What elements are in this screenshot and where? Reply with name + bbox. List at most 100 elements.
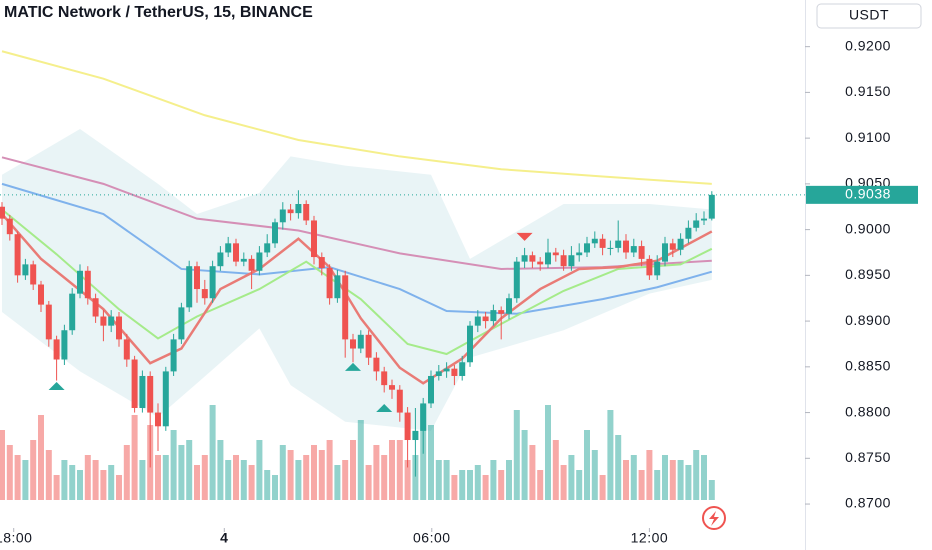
candle-body [615,240,622,248]
y-tick-label: 0.8950 [845,266,891,282]
signal-marker [48,382,65,391]
volume-bar [318,450,325,500]
volume-bar [178,445,185,500]
candle-body [677,238,684,250]
candle-body [623,240,629,253]
volume-bar [53,475,60,500]
y-tick-label: 0.8750 [845,449,891,465]
candle-body [139,375,146,408]
volume-bar [490,460,497,500]
volume-bar [685,465,692,500]
candle-body [77,270,83,294]
candle-body [303,203,310,221]
volume-bar [233,455,239,500]
candle-body [45,304,52,340]
candle-body [334,275,341,299]
candle-body [287,209,294,214]
candle-body [599,238,606,248]
volume-bar [0,430,5,500]
candle-body [69,293,76,331]
candle-body [701,218,707,221]
volume-bar [92,460,99,500]
candle-body [685,227,692,239]
volume-bar [116,475,122,500]
flash-icon[interactable] [702,506,726,530]
candle-body [412,430,419,441]
moving-average-line [1,182,713,315]
moving-average-line [1,213,713,385]
volume-bar [537,470,544,500]
volume-bar [521,430,528,500]
volume-bar [646,450,653,500]
volume-bar [287,450,294,500]
candle-body [568,255,575,267]
candle-body [170,339,177,372]
candle-body [435,371,442,376]
volume-bar [373,445,380,500]
candle-body [342,275,349,340]
volume-bar [248,465,255,500]
volume-bar [506,460,512,500]
candle-body [373,357,380,372]
volume-bar [623,460,629,500]
volume-bar [552,440,559,500]
volume-bar [123,445,130,500]
candle-body [178,307,185,340]
volume-bar [435,460,442,500]
candle-body [521,255,528,262]
y-tick-label: 0.9000 [845,220,891,236]
signal-marker [345,362,361,371]
volume-bar [69,465,76,500]
moving-average-line [1,208,713,356]
candle-body [560,255,567,267]
candle-body [693,220,700,228]
volume-bar [365,465,372,500]
volume-bar [459,470,466,500]
last-price-label: 0.9038 [845,186,891,202]
candle-body [209,266,216,299]
candle-body [272,222,278,244]
candle-body [256,252,263,271]
x-tick-label: 06:00 [413,530,451,546]
volume-bar [131,415,138,500]
candle-body [506,298,512,314]
signal-marker [376,403,393,412]
volume-bar [638,470,645,500]
volume-bar [599,475,606,500]
candle-body [131,359,138,408]
y-tick-label: 0.9150 [845,83,891,99]
candle-body [201,289,208,299]
volume-bar [30,440,37,500]
candle-body [662,243,668,262]
volume-bar [100,470,107,500]
currency-box[interactable] [816,3,922,29]
volume-bar [513,410,520,500]
candle-body [22,264,29,276]
volume-bar [396,440,403,500]
candle-body [451,368,458,376]
volume-bar [443,460,450,500]
plot-area [0,50,805,500]
candle-body [318,257,325,269]
volume-bar [357,420,364,500]
volume-bar [389,440,395,500]
volume-bar [560,465,567,500]
candle-body [61,330,68,360]
x-tick-label: 18:00 [0,530,32,546]
candle-body [225,243,232,253]
candle-body [233,243,239,262]
candle-body [279,209,286,223]
volume-bar [303,455,310,500]
y-tick-label: 0.8900 [845,312,891,328]
volume-bar [139,460,146,500]
volume-bar [311,445,317,500]
candle-body [490,310,497,322]
volume-bar [334,465,341,500]
candle-body [147,375,154,413]
volume-bar [381,455,388,500]
volume-bar [186,440,193,500]
volume-bar [155,455,161,500]
volume-bar [209,405,216,500]
candle-body [389,385,395,390]
currency-label[interactable]: USDT [849,7,889,23]
